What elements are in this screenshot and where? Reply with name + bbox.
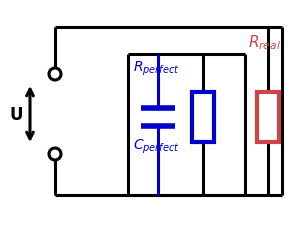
Text: $C_{perfect}$: $C_{perfect}$ [133,137,180,156]
Text: U: U [9,106,23,123]
Bar [192,93,214,142]
Bar [257,93,279,142]
Text: $R_{perfect}$: $R_{perfect}$ [133,60,180,78]
Text: $R_{real}$: $R_{real}$ [248,33,281,52]
